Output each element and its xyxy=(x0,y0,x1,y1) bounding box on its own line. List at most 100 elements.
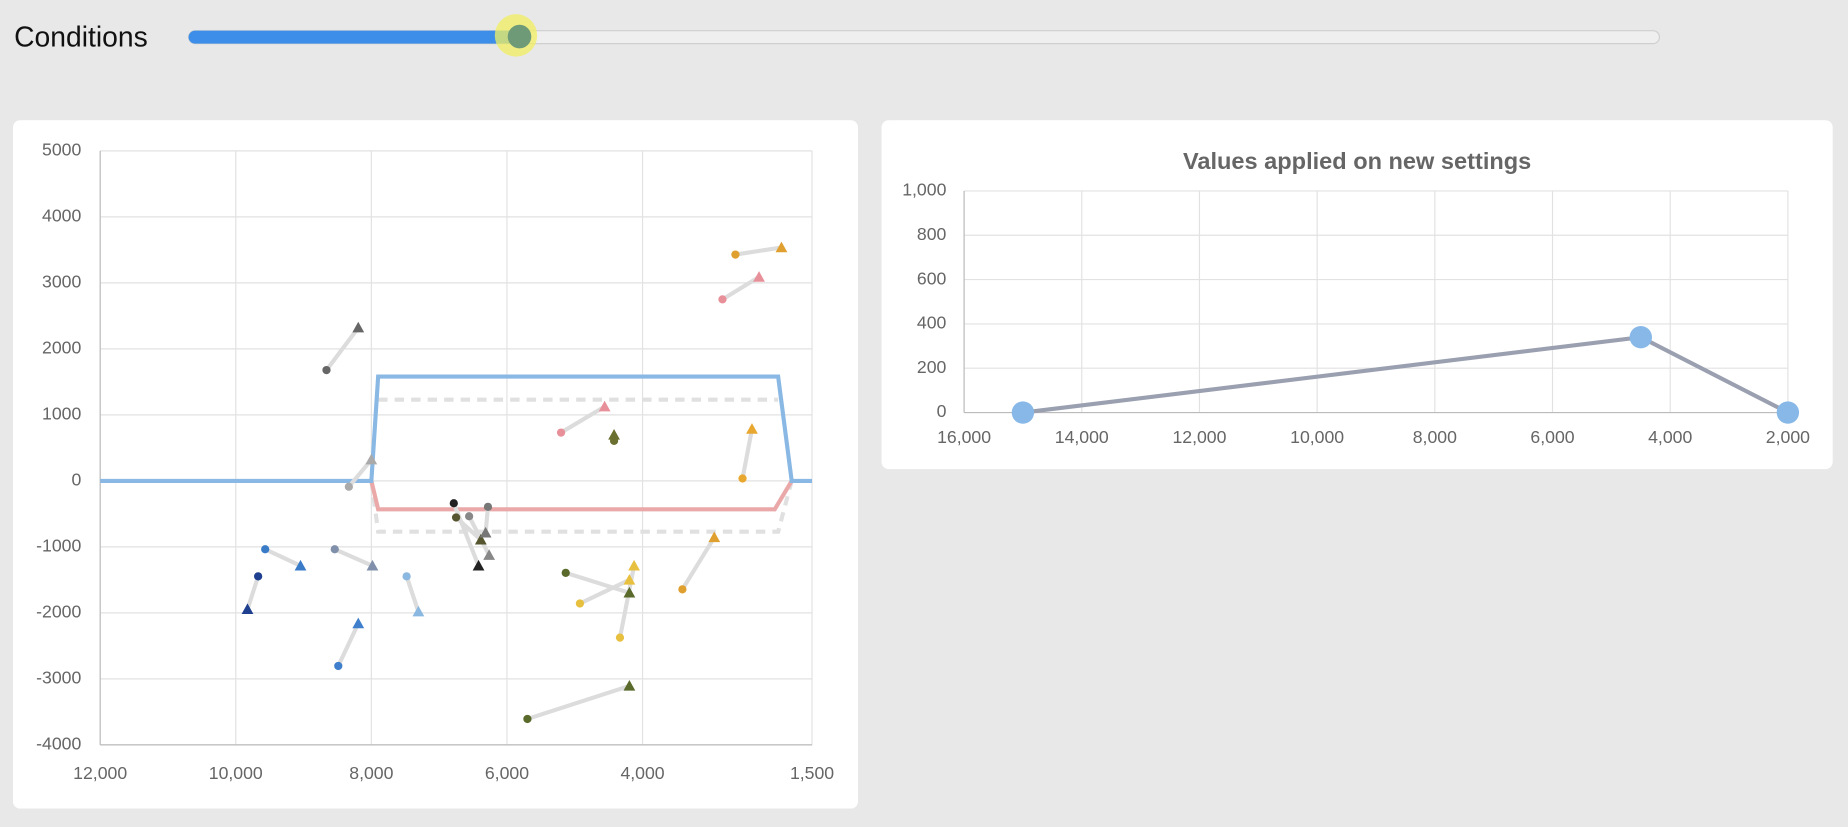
connector xyxy=(526,683,631,721)
point xyxy=(1629,326,1652,349)
connector xyxy=(617,565,637,639)
x-tick-label: 16,000 xyxy=(937,427,991,447)
panel xyxy=(881,120,1833,470)
y-tick-label: 0 xyxy=(71,470,81,490)
y-tick-label: 3000 xyxy=(42,272,81,292)
triangle-point xyxy=(708,531,721,543)
connector xyxy=(721,275,761,302)
y-tick-label: -1000 xyxy=(36,536,81,556)
triangle-point xyxy=(479,526,492,538)
connector xyxy=(560,404,606,435)
point xyxy=(344,482,353,491)
point xyxy=(615,633,625,642)
y-tick-label: -3000 xyxy=(36,668,81,688)
connector xyxy=(245,575,261,610)
y-tick-label: 1000 xyxy=(42,404,81,424)
connector xyxy=(404,575,421,613)
y-tick-label: 800 xyxy=(917,224,947,244)
triangle-point xyxy=(352,617,365,629)
x-tick-label: 12,000 xyxy=(1172,427,1226,447)
triangle-point xyxy=(352,321,365,333)
line xyxy=(369,480,794,534)
point xyxy=(1776,401,1800,424)
x-tick-label: 4,000 xyxy=(620,763,664,783)
y-tick-label: 0 xyxy=(937,401,947,421)
point xyxy=(1011,401,1035,424)
point xyxy=(449,499,458,508)
x-tick-label: 14,000 xyxy=(1055,427,1109,447)
y-tick-label: 200 xyxy=(917,357,947,377)
connector xyxy=(467,515,491,557)
connector xyxy=(324,326,360,372)
connector xyxy=(451,502,481,567)
y-tick-label: 400 xyxy=(917,313,947,333)
y-tick-label: -2000 xyxy=(36,602,81,622)
triangle-point xyxy=(628,559,640,571)
triangle-point xyxy=(746,423,758,434)
point xyxy=(451,513,461,522)
x-tick-label: 1,500 xyxy=(790,763,834,783)
point xyxy=(556,428,566,437)
x-tick-label: 10,000 xyxy=(209,763,263,783)
connector xyxy=(579,578,631,606)
slider-handle[interactable] xyxy=(507,24,532,49)
point xyxy=(322,365,331,375)
triangle-point xyxy=(241,603,254,615)
connector xyxy=(454,515,483,542)
point xyxy=(464,512,474,521)
triangle-point xyxy=(623,680,636,691)
x-tick-label: 4,000 xyxy=(1648,427,1692,447)
x-tick-label: 8,000 xyxy=(349,763,393,783)
triangle-point xyxy=(366,559,379,571)
connector xyxy=(264,547,302,568)
triangle-point xyxy=(294,559,307,571)
triangle-point xyxy=(623,573,636,585)
panel xyxy=(12,120,858,809)
connector xyxy=(565,570,631,595)
line xyxy=(100,374,813,483)
y-tick-label: 5000 xyxy=(42,140,81,160)
triangle-point xyxy=(608,429,620,440)
x-tick-label: 6,000 xyxy=(485,763,529,783)
triangle-point xyxy=(598,400,611,412)
x-tick-label: 10,000 xyxy=(1290,427,1344,447)
triangle-point xyxy=(483,549,496,560)
triangle-point xyxy=(623,586,636,598)
y-tick-label: -4000 xyxy=(36,734,81,754)
x-tick-label: 2,000 xyxy=(1766,427,1810,447)
connector xyxy=(740,428,754,479)
point xyxy=(718,295,727,304)
point xyxy=(483,502,493,511)
y-tick-label: 2000 xyxy=(42,338,81,358)
slider-fill xyxy=(188,30,520,44)
triangle-point xyxy=(365,453,378,465)
point xyxy=(561,568,570,577)
point xyxy=(523,714,532,724)
point xyxy=(738,474,747,483)
y-tick-label: 4000 xyxy=(42,206,81,226)
triangle-point xyxy=(412,605,425,617)
y-tick-label: 1,000 xyxy=(902,180,946,200)
y-tick-label: 600 xyxy=(917,268,947,288)
x-tick-label: 6,000 xyxy=(1530,427,1574,447)
point xyxy=(678,585,687,594)
x-tick-label: 8,000 xyxy=(1413,427,1457,447)
connector xyxy=(336,622,361,667)
point xyxy=(402,572,411,581)
point xyxy=(254,572,263,581)
connector xyxy=(680,536,717,591)
connector xyxy=(735,245,782,257)
triangle-point xyxy=(474,533,487,545)
point xyxy=(575,599,585,608)
point xyxy=(330,545,339,554)
slider-label: Conditions xyxy=(14,20,148,52)
triangle-point xyxy=(472,559,485,571)
triangle-point xyxy=(753,271,765,282)
point xyxy=(334,661,343,671)
chart-title: Values applied on new settings xyxy=(1183,148,1531,174)
x-tick-label: 12,000 xyxy=(73,763,127,783)
triangle-point xyxy=(775,241,788,253)
point xyxy=(261,545,270,554)
